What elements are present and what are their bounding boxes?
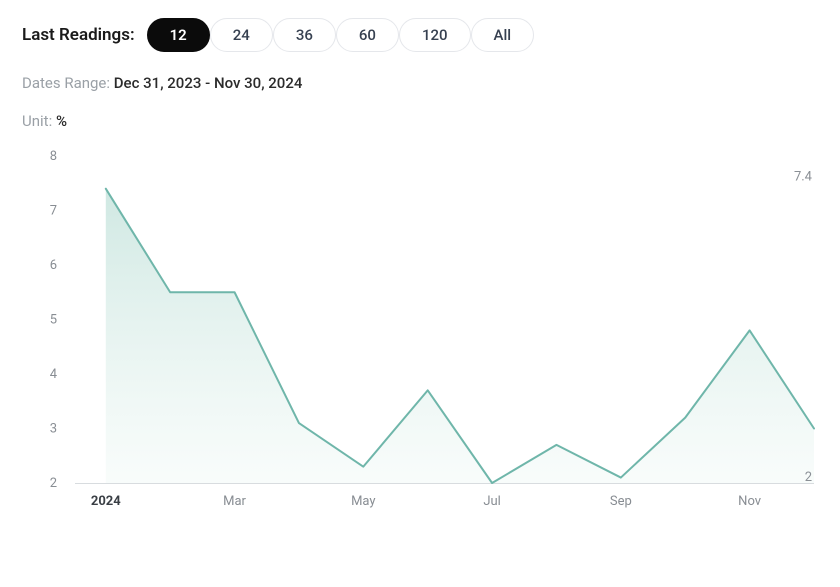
readings-chart: 2 3 4 5 6 7 8 2024 Mar May Jul Sep Nov 7.4 2 bbox=[22, 148, 818, 543]
svg-text:8: 8 bbox=[50, 149, 57, 164]
svg-text:5: 5 bbox=[50, 313, 57, 328]
unit-label: Unit: bbox=[22, 112, 52, 130]
unit-value: % bbox=[56, 112, 67, 130]
readings-option-120[interactable]: 120 bbox=[399, 18, 471, 52]
svg-text:2: 2 bbox=[805, 470, 812, 485]
svg-text:Nov: Nov bbox=[738, 494, 762, 509]
dates-range-label: Dates Range: bbox=[22, 74, 110, 92]
readings-option-24[interactable]: 24 bbox=[210, 18, 273, 52]
svg-text:2024: 2024 bbox=[91, 494, 121, 509]
readings-option-all[interactable]: All bbox=[471, 18, 535, 52]
svg-text:Jul: Jul bbox=[483, 494, 501, 509]
dates-range: Dates Range: Dec 31, 2023 - Nov 30, 2024 bbox=[22, 74, 818, 92]
svg-text:4: 4 bbox=[50, 367, 58, 382]
svg-text:3: 3 bbox=[50, 422, 57, 437]
svg-text:May: May bbox=[351, 494, 375, 509]
readings-option-36[interactable]: 36 bbox=[273, 18, 336, 52]
svg-text:2: 2 bbox=[50, 476, 57, 491]
readings-option-12[interactable]: 12 bbox=[147, 18, 210, 52]
svg-text:Sep: Sep bbox=[610, 494, 632, 509]
svg-text:Mar: Mar bbox=[223, 494, 246, 509]
svg-text:7.4: 7.4 bbox=[794, 170, 813, 185]
unit: Unit: % bbox=[22, 112, 818, 130]
dates-range-value: Dec 31, 2023 - Nov 30, 2024 bbox=[114, 74, 303, 92]
svg-text:6: 6 bbox=[50, 258, 57, 273]
readings-option-60[interactable]: 60 bbox=[336, 18, 399, 52]
readings-selector: Last Readings: 12243660120All bbox=[22, 18, 818, 52]
readings-label: Last Readings: bbox=[22, 25, 135, 45]
svg-text:7: 7 bbox=[50, 204, 57, 219]
